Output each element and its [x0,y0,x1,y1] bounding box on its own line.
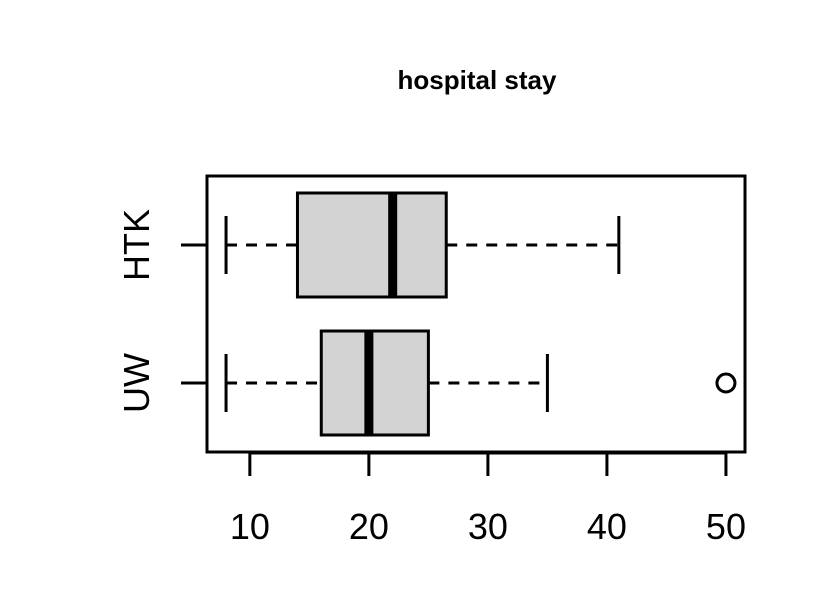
x-tick-label: 40 [587,506,627,547]
box-htk [295,191,448,299]
x-tick-label: 30 [468,506,508,547]
y-tick-label-htk: HTK [116,209,157,281]
plot-frame [205,174,747,454]
x-tick-label: 20 [349,506,389,547]
y-tick-label-uw: UW [116,353,157,413]
x-tick-label: 50 [706,506,746,547]
box-uw [319,329,430,437]
outlier-point-uw [715,372,737,394]
chart-title: hospital stay [398,65,557,95]
x-tick-label: 10 [230,506,270,547]
